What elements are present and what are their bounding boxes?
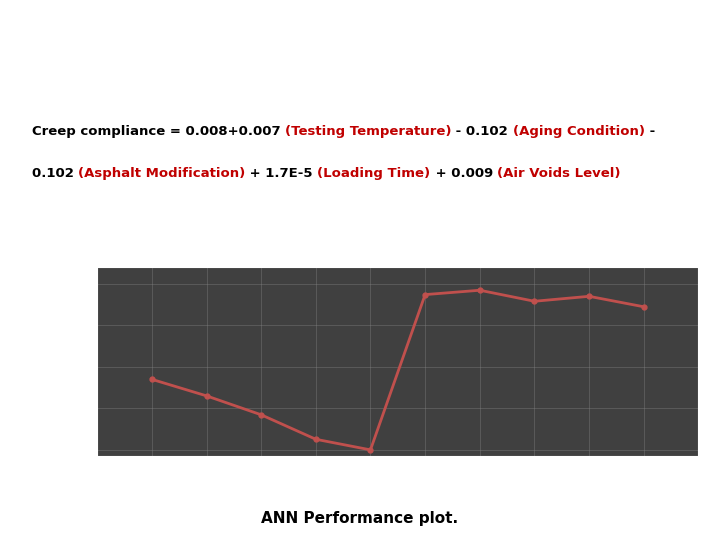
Text: Multiple regression model: Multiple regression model: [238, 73, 482, 91]
Text: -: -: [644, 125, 655, 138]
Text: (Loading Time): (Loading Time): [318, 167, 431, 180]
Text: Results and analysis: Results and analysis: [13, 19, 334, 48]
Text: + 0.009: + 0.009: [431, 167, 498, 180]
Text: (Aging Condition): (Aging Condition): [513, 125, 644, 138]
Text: (Asphalt Modification): (Asphalt Modification): [78, 167, 246, 180]
Text: (Testing Temperature): (Testing Temperature): [285, 125, 451, 138]
Text: + 1.7E-5: + 1.7E-5: [246, 167, 318, 180]
Text: Feed−forward ANN model: Feed−forward ANN model: [239, 214, 481, 233]
Text: Creep compliance = 0.008+0.007: Creep compliance = 0.008+0.007: [32, 125, 285, 138]
Y-axis label: MSE value: MSE value: [23, 321, 37, 402]
Text: - 0.102: - 0.102: [451, 125, 513, 138]
Text: (Air Voids Level): (Air Voids Level): [498, 167, 621, 180]
Text: 0.102: 0.102: [32, 167, 78, 180]
Text: ANN Performance plot.: ANN Performance plot.: [261, 511, 459, 526]
X-axis label: Number of hidden neurons: Number of hidden neurons: [293, 484, 503, 498]
